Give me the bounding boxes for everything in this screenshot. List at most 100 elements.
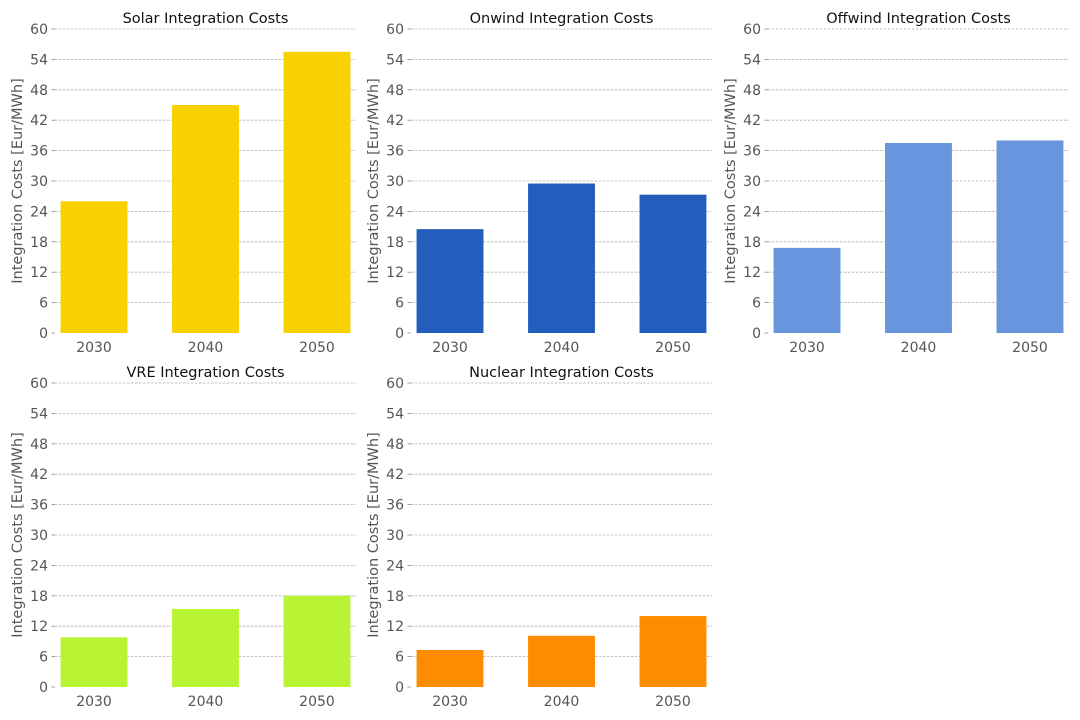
y-tick-label: 0	[395, 326, 404, 342]
x-tick-label: 2030	[432, 340, 468, 356]
y-tick-label: 42	[30, 467, 48, 483]
y-tick-label: 0	[752, 326, 761, 342]
x-tick-label: 2050	[299, 694, 335, 710]
y-tick-label: 36	[386, 498, 404, 514]
y-tick-label: 48	[30, 83, 48, 99]
bar-2050	[283, 51, 351, 334]
y-tick-label: 30	[386, 174, 404, 190]
bar-2030	[416, 229, 484, 333]
x-tick-label: 2040	[188, 694, 224, 710]
y-tick-label: 48	[386, 83, 404, 99]
chart-title: Offwind Integration Costs	[826, 11, 1011, 27]
x-tick-label: 2030	[432, 694, 468, 710]
bar-2030	[416, 650, 484, 687]
bar-2040	[172, 608, 239, 687]
y-tick-label: 36	[30, 144, 48, 160]
y-tick-label: 60	[30, 22, 48, 38]
x-tick-label: 2030	[76, 340, 112, 356]
y-tick-label: 12	[743, 265, 761, 281]
y-tick-label: 18	[743, 235, 761, 251]
y-tick-label: 18	[30, 589, 48, 605]
chart-panel-4: 0 6 12 18 24 30 36 42 48 54 60 2030 2040 2050 Nuclear …	[366, 365, 712, 710]
y-axis-label: Integration Costs [Eur/MWh]	[366, 432, 382, 637]
y-tick-label: 6	[752, 296, 761, 312]
y-tick-label: 54	[386, 406, 404, 422]
y-tick-label: 18	[386, 235, 404, 251]
y-tick-label: 0	[39, 680, 48, 696]
y-tick-label: 42	[386, 467, 404, 483]
bar-2030	[60, 637, 128, 687]
y-tick-label: 36	[30, 498, 48, 514]
y-tick-label: 30	[30, 174, 48, 190]
y-tick-label: 42	[743, 113, 761, 129]
y-axis-label: Integration Costs [Eur/MWh]	[10, 78, 26, 283]
y-tick-label: 12	[386, 619, 404, 635]
chart-panel-1: 0 6 12 18 24 30 36 42 48 54 60 2030 2040 2050 Onwind I…	[366, 11, 712, 356]
chart-panel-0: 0 6 12 18 24 30 36 42 48 54 60 2030 2040 2050 Solar In…	[10, 11, 356, 356]
y-tick-label: 30	[743, 174, 761, 190]
bar-2030	[773, 247, 841, 333]
y-tick-label: 48	[386, 437, 404, 453]
bar-2040	[172, 105, 239, 333]
y-tick-label: 12	[30, 619, 48, 635]
y-tick-label: 48	[30, 437, 48, 453]
chart-title: Nuclear Integration Costs	[469, 365, 654, 381]
x-tick-label: 2040	[188, 340, 224, 356]
y-tick-label: 36	[386, 144, 404, 160]
y-tick-label: 30	[30, 528, 48, 544]
y-tick-label: 6	[395, 296, 404, 312]
y-tick-label: 54	[30, 406, 48, 422]
y-axis-label: Integration Costs [Eur/MWh]	[10, 432, 26, 637]
bar-2040	[528, 635, 595, 687]
bar-2040	[885, 143, 952, 333]
y-tick-label: 24	[386, 558, 404, 574]
y-axis-label: Integration Costs [Eur/MWh]	[366, 78, 382, 283]
bar-2040	[528, 183, 595, 333]
y-tick-label: 54	[743, 52, 761, 68]
y-tick-label: 42	[386, 113, 404, 129]
y-tick-label: 42	[30, 113, 48, 129]
x-tick-label: 2050	[299, 340, 335, 356]
chart-title: VRE Integration Costs	[126, 365, 284, 381]
y-tick-label: 24	[386, 204, 404, 220]
y-tick-label: 0	[39, 326, 48, 342]
y-tick-label: 12	[386, 265, 404, 281]
chart-panel-2: 0 6 12 18 24 30 36 42 48 54 60 2030 2040 2050 Offwind …	[723, 11, 1069, 356]
bar-2050	[283, 595, 351, 687]
y-tick-label: 6	[39, 650, 48, 666]
y-tick-label: 6	[39, 296, 48, 312]
y-tick-label: 24	[743, 204, 761, 220]
y-tick-label: 12	[30, 265, 48, 281]
y-tick-label: 30	[386, 528, 404, 544]
x-tick-label: 2040	[544, 694, 580, 710]
bar-2030	[60, 201, 128, 333]
bar-2050	[996, 140, 1064, 333]
x-tick-label: 2050	[655, 340, 691, 356]
y-tick-label: 60	[743, 22, 761, 38]
y-tick-label: 24	[30, 204, 48, 220]
y-tick-label: 54	[30, 52, 48, 68]
bar-2050	[639, 616, 707, 687]
x-tick-label: 2050	[655, 694, 691, 710]
chart-title: Solar Integration Costs	[123, 11, 289, 27]
y-axis-label: Integration Costs [Eur/MWh]	[723, 78, 739, 283]
x-tick-label: 2030	[789, 340, 825, 356]
y-tick-label: 18	[386, 589, 404, 605]
bar-2050	[639, 194, 707, 333]
y-tick-label: 60	[386, 376, 404, 392]
x-tick-label: 2040	[901, 340, 937, 356]
y-tick-label: 36	[743, 144, 761, 160]
y-tick-label: 24	[30, 558, 48, 574]
y-tick-label: 54	[386, 52, 404, 68]
y-tick-label: 18	[30, 235, 48, 251]
x-tick-label: 2050	[1012, 340, 1048, 356]
x-tick-label: 2030	[76, 694, 112, 710]
y-tick-label: 60	[30, 376, 48, 392]
chart-panel-3: 0 6 12 18 24 30 36 42 48 54 60 2030 2040 2050 VRE Inte…	[10, 365, 356, 710]
chart-title: Onwind Integration Costs	[470, 11, 654, 27]
y-tick-label: 0	[395, 680, 404, 696]
y-tick-label: 6	[395, 650, 404, 666]
y-tick-label: 48	[743, 83, 761, 99]
y-tick-label: 60	[386, 22, 404, 38]
